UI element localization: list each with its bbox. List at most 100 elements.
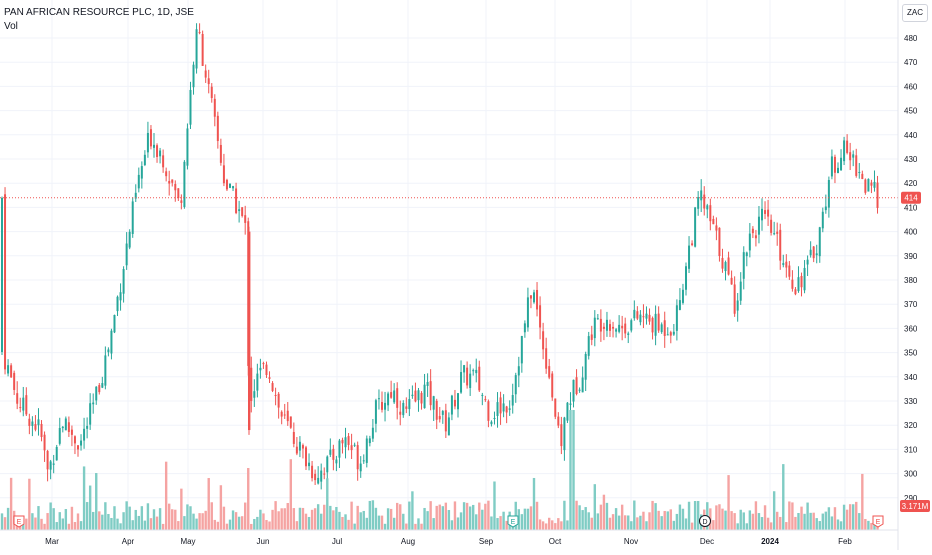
candle-body [736, 300, 739, 311]
candle-body [213, 98, 216, 117]
volume-bar [633, 500, 636, 530]
volume-bar [76, 513, 80, 530]
candle-body [569, 403, 572, 405]
candle-body [140, 166, 143, 179]
volume-bar [244, 502, 247, 530]
volume-bar [171, 509, 174, 530]
volume-bar [772, 491, 776, 530]
volume-bar [867, 520, 870, 530]
volume-bar [739, 509, 742, 530]
volume-bar [657, 510, 660, 530]
volume-bar [620, 504, 624, 530]
candle-body [818, 227, 821, 257]
candle-body [4, 194, 7, 370]
candle-body [864, 179, 867, 193]
volume-bar [365, 517, 368, 530]
candle-body [782, 263, 785, 265]
volume-bar [718, 504, 721, 530]
candle-body [374, 400, 377, 424]
volume-bar [642, 511, 645, 530]
candle-body [833, 156, 836, 173]
candle-body [630, 320, 633, 331]
volume-bar [687, 501, 691, 530]
volume-bar [803, 513, 806, 530]
candle-body [502, 403, 505, 412]
candle-body [450, 395, 453, 415]
candle-body [466, 367, 469, 386]
candle-body [295, 446, 298, 454]
volume-bar [131, 520, 134, 530]
volume-bar [152, 509, 156, 530]
volume-bar [67, 523, 71, 530]
volume-bar [174, 509, 177, 530]
candle-body [420, 392, 423, 404]
candle-body [159, 150, 162, 157]
candle-body [469, 373, 472, 388]
candle-body [119, 292, 122, 301]
candle-body [34, 424, 37, 430]
currency-badge[interactable]: ZAC [902, 4, 928, 22]
volume-bar [800, 506, 803, 530]
volume-bar [298, 507, 302, 530]
candle-body [596, 318, 599, 320]
candle-body [876, 182, 879, 208]
candle-body [153, 144, 155, 148]
candle-body [253, 391, 256, 398]
candle-body [536, 289, 539, 310]
candle-body [870, 182, 873, 186]
y-tick-label: 370 [904, 300, 918, 309]
volume-bar [316, 504, 320, 530]
volume-bar [605, 502, 609, 530]
volume-bar [712, 520, 715, 530]
volume-bar [852, 504, 855, 530]
candle-body [308, 462, 311, 467]
candle-body [244, 215, 247, 223]
candle-body [727, 257, 730, 275]
volume-bar [396, 502, 399, 530]
volume-bar [517, 509, 520, 530]
volume-bar [85, 502, 89, 530]
candle-body [238, 209, 241, 212]
volume-bar [487, 500, 490, 530]
y-tick-label: 330 [904, 397, 918, 406]
candle-body [575, 377, 578, 395]
volume-bar [830, 516, 834, 530]
volume-bar [821, 513, 824, 530]
volume-bar [693, 501, 697, 530]
volume-bar [776, 511, 779, 530]
candle-body [806, 259, 809, 265]
volume-bar [478, 502, 481, 530]
candle-body [292, 432, 295, 444]
candle-body [381, 402, 383, 410]
candle-body [143, 154, 146, 166]
candle-body [545, 348, 548, 369]
candle-body [98, 385, 101, 393]
volume-bar [815, 518, 818, 530]
candle-body [584, 353, 587, 380]
volume-bar [496, 518, 499, 530]
volume-bar [590, 517, 593, 530]
candle-body [317, 477, 320, 484]
candle-body [174, 184, 177, 191]
candle-body [663, 320, 666, 336]
volume-bar [754, 501, 758, 530]
candle-body [326, 456, 329, 473]
volume-bar [432, 518, 435, 530]
price-axis-background [898, 0, 932, 550]
candle-body [791, 279, 794, 289]
x-tick-label: Apr [122, 537, 135, 546]
volume-bar [845, 509, 849, 530]
candle-body [232, 186, 235, 189]
volume-bar [192, 513, 195, 530]
candle-body [827, 179, 830, 208]
y-tick-label: 310 [904, 445, 918, 454]
volume-bar [195, 518, 198, 530]
volume-bar [304, 513, 308, 530]
candle-body [846, 140, 849, 153]
candle-body [551, 373, 554, 398]
candle-body [560, 424, 563, 447]
candle-body [256, 373, 259, 391]
candle-body [572, 379, 575, 402]
